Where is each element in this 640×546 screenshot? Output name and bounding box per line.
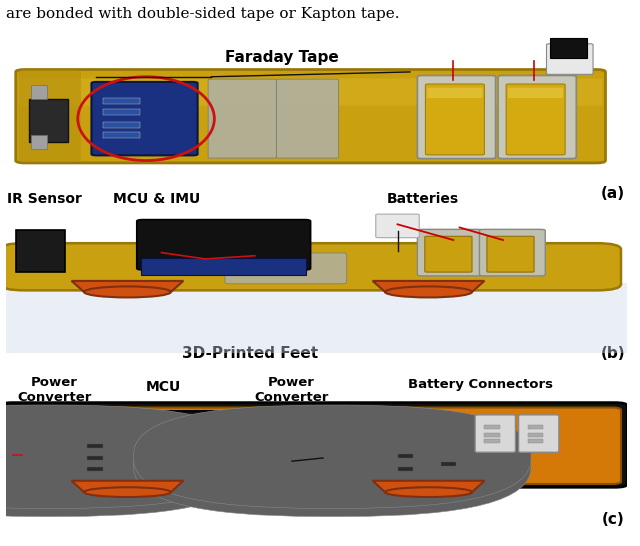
FancyBboxPatch shape — [0, 402, 627, 487]
FancyBboxPatch shape — [141, 258, 307, 275]
Bar — [232, 471, 242, 478]
Bar — [528, 433, 543, 437]
FancyBboxPatch shape — [426, 84, 484, 155]
Bar — [87, 444, 102, 448]
Text: Power
Converter: Power Converter — [17, 376, 92, 405]
FancyBboxPatch shape — [0, 405, 248, 508]
FancyBboxPatch shape — [16, 230, 65, 272]
Bar — [397, 454, 413, 458]
Text: (b): (b) — [601, 346, 625, 361]
Polygon shape — [72, 281, 183, 292]
FancyBboxPatch shape — [16, 69, 605, 163]
Ellipse shape — [385, 287, 472, 298]
FancyBboxPatch shape — [92, 82, 198, 156]
FancyBboxPatch shape — [506, 84, 565, 155]
Bar — [528, 439, 543, 443]
Text: (a): (a) — [601, 186, 625, 201]
Text: Faraday Tape: Faraday Tape — [225, 50, 339, 65]
Bar — [102, 132, 140, 138]
Text: IR Sensor: IR Sensor — [8, 192, 82, 206]
FancyBboxPatch shape — [134, 405, 531, 508]
FancyBboxPatch shape — [6, 407, 621, 484]
FancyBboxPatch shape — [0, 413, 248, 517]
Bar — [87, 467, 102, 471]
Bar — [102, 109, 140, 115]
FancyBboxPatch shape — [150, 411, 300, 479]
Polygon shape — [72, 480, 183, 492]
Text: Battery Connectors: Battery Connectors — [408, 378, 552, 391]
FancyBboxPatch shape — [376, 214, 419, 238]
Bar — [87, 455, 102, 460]
Bar — [317, 422, 429, 474]
Bar — [285, 471, 295, 478]
Polygon shape — [372, 480, 484, 492]
Bar — [102, 122, 140, 128]
Ellipse shape — [385, 487, 472, 497]
Bar — [215, 471, 224, 478]
Text: (c): (c) — [602, 512, 625, 527]
FancyBboxPatch shape — [479, 229, 545, 276]
FancyBboxPatch shape — [417, 229, 483, 276]
Bar — [397, 467, 413, 471]
FancyBboxPatch shape — [428, 88, 483, 98]
Bar — [484, 433, 500, 437]
FancyBboxPatch shape — [208, 79, 276, 158]
FancyBboxPatch shape — [19, 79, 602, 106]
FancyBboxPatch shape — [475, 415, 515, 452]
Bar — [102, 98, 140, 104]
FancyBboxPatch shape — [276, 79, 339, 158]
FancyBboxPatch shape — [508, 88, 563, 98]
FancyBboxPatch shape — [425, 236, 472, 272]
FancyBboxPatch shape — [225, 253, 347, 284]
FancyBboxPatch shape — [300, 424, 389, 476]
Bar — [441, 462, 456, 466]
Bar — [197, 471, 206, 478]
Text: MCU & IMU: MCU & IMU — [113, 192, 200, 206]
FancyBboxPatch shape — [547, 44, 593, 74]
Text: are bonded with double-sided tape or Kapton tape.: are bonded with double-sided tape or Kap… — [6, 7, 400, 21]
FancyBboxPatch shape — [498, 75, 576, 158]
Ellipse shape — [84, 487, 171, 497]
Ellipse shape — [84, 287, 171, 298]
FancyBboxPatch shape — [19, 70, 81, 162]
Polygon shape — [372, 281, 484, 292]
Bar — [268, 471, 277, 478]
FancyBboxPatch shape — [134, 413, 531, 517]
Bar — [484, 439, 500, 443]
Bar — [528, 425, 543, 429]
Bar — [162, 471, 171, 478]
FancyBboxPatch shape — [550, 38, 588, 58]
Bar — [484, 425, 500, 429]
Bar — [250, 471, 260, 478]
FancyBboxPatch shape — [0, 243, 621, 290]
FancyBboxPatch shape — [36, 435, 70, 449]
FancyBboxPatch shape — [212, 412, 247, 423]
FancyBboxPatch shape — [179, 441, 244, 462]
FancyBboxPatch shape — [29, 99, 68, 142]
Bar — [31, 85, 47, 99]
Text: Power
Converter: Power Converter — [254, 376, 328, 405]
Text: Batteries: Batteries — [387, 192, 458, 206]
FancyBboxPatch shape — [487, 236, 534, 272]
Bar — [179, 471, 189, 478]
Text: 3D-Printed Feet: 3D-Printed Feet — [182, 346, 317, 361]
Text: MCU: MCU — [145, 379, 181, 394]
Bar — [6, 282, 627, 353]
FancyBboxPatch shape — [318, 435, 353, 449]
Bar — [31, 135, 47, 149]
FancyBboxPatch shape — [17, 424, 107, 476]
FancyBboxPatch shape — [518, 415, 559, 452]
FancyBboxPatch shape — [137, 219, 310, 270]
FancyBboxPatch shape — [417, 75, 495, 158]
